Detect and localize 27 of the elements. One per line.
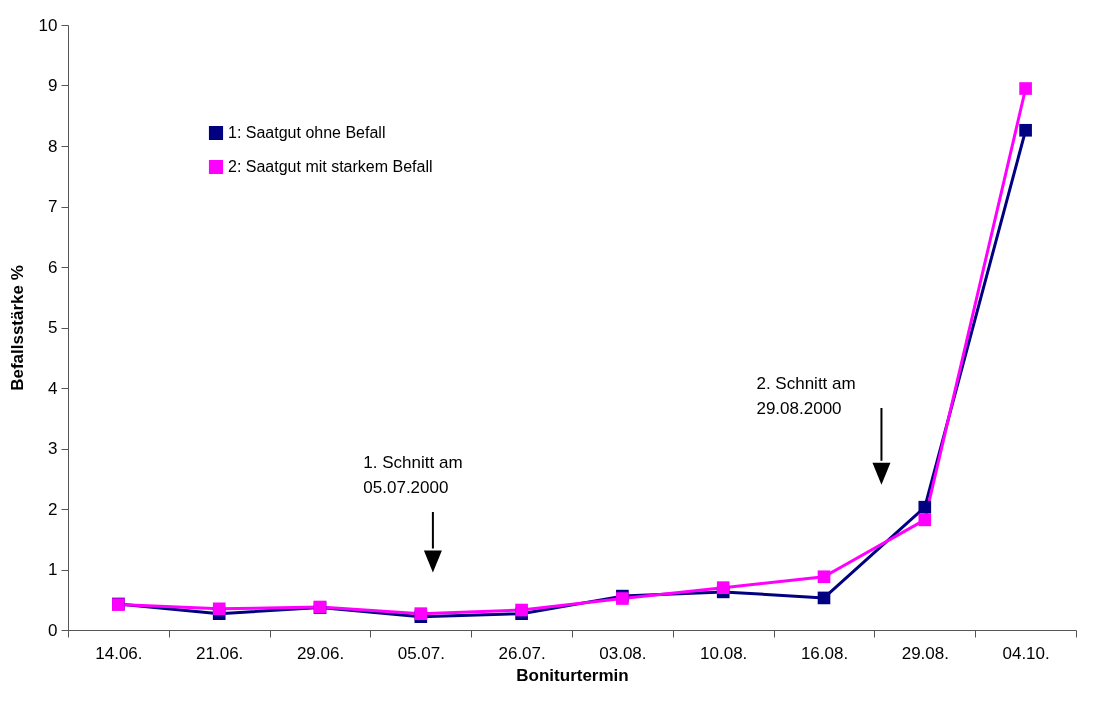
annotation: 1. Schnitt am 05.07.2000 — [363, 452, 463, 497]
y-tick-label: 2 — [48, 499, 58, 519]
x-tick-label: 16.08. — [800, 643, 849, 663]
x-tick-label: 14.06. — [95, 643, 143, 663]
x-tick-label: 29.08. — [901, 643, 949, 663]
y-tick-label: 0 — [48, 620, 58, 640]
legend-label: 1: Saatgut ohne Befall — [228, 124, 386, 141]
y-tick-label: 4 — [48, 378, 58, 398]
y-tick-label: 9 — [48, 76, 58, 95]
x-tick-label: 05.07. — [397, 643, 445, 663]
y-tick-label: 3 — [48, 439, 58, 458]
x-tick-label: 10.08. — [700, 643, 748, 663]
x-tick-label: 04.10. — [1002, 643, 1050, 663]
y-tick-label: 8 — [48, 136, 58, 156]
y-axis-title: Befallsstärke % — [7, 265, 27, 391]
y-tick-label: 6 — [48, 257, 58, 277]
y-tick-label: 5 — [48, 318, 58, 337]
x-tick-label: 21.06. — [196, 643, 244, 663]
legend-label: 2: Saatgut mit starkem Befall — [228, 158, 433, 175]
x-tick-label: 29.06. — [296, 643, 345, 663]
y-tick-label: 7 — [48, 197, 58, 216]
x-axis-title: Boniturtermin — [516, 665, 629, 685]
x-tick-label: 03.08. — [599, 643, 647, 663]
y-tick-label: 10 — [38, 15, 58, 35]
x-tick-label: 26.07. — [498, 643, 546, 663]
annotation: 2. Schnitt am 29.08.2000 — [756, 373, 856, 418]
y-tick-label: 1 — [48, 560, 58, 579]
